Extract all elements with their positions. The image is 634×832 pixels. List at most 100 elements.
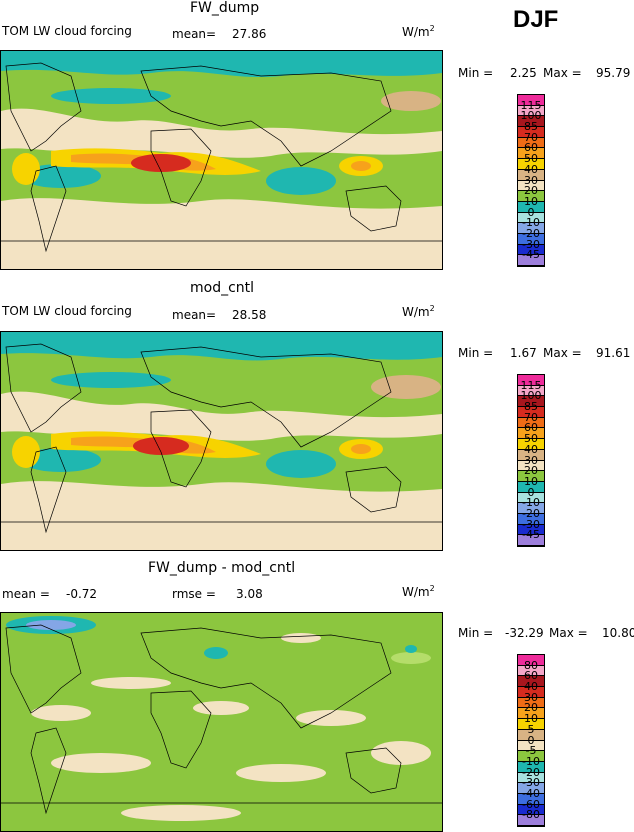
colorbar-swatch [518, 524, 544, 536]
tan-patch [371, 741, 431, 765]
colorbar-tick-label: 115 [520, 98, 542, 112]
panel-3-rmse-value: 3.08 [236, 587, 263, 601]
colorbar-swatch [518, 105, 544, 117]
colorbar-swatch [518, 385, 544, 397]
red-peak [131, 154, 191, 172]
panel-3-max-value: 10.80 [602, 626, 634, 640]
colorbar-tick-label: 60 [524, 421, 538, 435]
panel-1-min-value: 2.25 [510, 66, 537, 80]
colorbar-swatch [518, 492, 544, 504]
colorbar-tick-label: 20 [524, 464, 538, 478]
colorbar-tick-label: 30 [524, 690, 538, 704]
colorbar-tick-label: 80 [524, 658, 538, 672]
colorbar-tick-label: 60 [524, 669, 538, 683]
colorbar-tick-label: 20 [524, 184, 538, 198]
colorbar-tick-label: -45 [522, 248, 540, 262]
colorbar-swatch [518, 503, 544, 514]
colorbar-tick-label: 50 [524, 432, 538, 446]
colorbar-tick-label: 5 [527, 722, 535, 736]
light-green-patch [391, 652, 431, 664]
tan-band-south [1, 481, 442, 550]
colorbar-tick-label: 20 [524, 701, 538, 715]
colorbar-swatch [518, 460, 544, 472]
colorbar-swatch [518, 255, 544, 266]
colorbar-swatch [518, 439, 544, 450]
tan-patch [281, 633, 321, 643]
colorbar-swatch [518, 687, 544, 698]
colorbar-tick-label: 60 [524, 141, 538, 155]
panel-1-mean-value: 27.86 [232, 27, 267, 41]
panel-1-units: W/m2 [402, 24, 435, 39]
teal-patch [266, 450, 336, 478]
teal-patch [51, 372, 171, 388]
colorbar-tick-label: 40 [524, 680, 538, 694]
colorbar-tick-label: 0 [527, 485, 535, 499]
panel-3-title: FW_dump - mod_cntl [148, 560, 296, 576]
colorbar-swatch [518, 201, 544, 213]
colorbar-swatch [518, 772, 544, 784]
colorbar-tick-label: -60 [522, 797, 540, 811]
colorbar-swatch [518, 513, 544, 525]
colorbar-tick-label: 85 [524, 400, 538, 414]
panel-1-max-value: 95.79 [596, 66, 631, 80]
panel-1-mean-label: mean= [172, 27, 217, 41]
panel-1-map-svg [1, 51, 442, 269]
tan-patch [91, 677, 171, 689]
colorbar-tick-label: -40 [522, 786, 540, 800]
panel-2-mean-value: 28.58 [232, 308, 267, 322]
negative-patch [26, 620, 76, 630]
colorbar-tick-label: -10 [522, 496, 540, 510]
colorbar-tick-label: 10 [524, 712, 538, 726]
colorbar-tick-label: 0 [527, 205, 535, 219]
colorbar-tick-label: 70 [524, 410, 538, 424]
orange-patch [351, 444, 371, 454]
panel-3-colorbar: 80 60 40 30 20 10 5 0 -5 -10 -20 -30 -40 -60 -80 [517, 654, 545, 827]
colorbar-tick-label: 70 [524, 130, 538, 144]
colorbar-tick-label: -30 [522, 517, 540, 531]
colorbar-swatch [518, 740, 544, 752]
colorbar-swatch [518, 428, 544, 440]
tan-patch [193, 701, 249, 715]
panel-3-rmse-label: rmse = [172, 587, 216, 601]
panel-1-title: FW_dump [190, 0, 260, 16]
tan-patch [121, 805, 241, 821]
colorbar-swatch [518, 449, 544, 461]
tan-patch [371, 375, 441, 399]
colorbar-tick-label: 100 [520, 109, 542, 123]
colorbar-tick-label: 85 [524, 120, 538, 134]
panel-3-mean-label: mean = [2, 587, 50, 601]
colorbar-swatch [518, 148, 544, 160]
panel-3-mean-value: -0.72 [66, 587, 98, 601]
colorbar-swatch [518, 697, 544, 709]
tan-patch [381, 91, 441, 111]
colorbar-tick-label: -80 [522, 808, 540, 822]
panel-3-max-label: Max = [549, 626, 588, 640]
colorbar-tick-label: -5 [525, 744, 537, 758]
colorbar-tick-label: 0 [527, 733, 535, 747]
colorbar-tick-label: 100 [520, 389, 542, 403]
colorbar-tick-label: 30 [524, 453, 538, 467]
map-background [1, 613, 442, 831]
panel-2-field-label: TOM LW cloud forcing [2, 304, 132, 318]
colorbar-swatch [518, 793, 544, 805]
colorbar-tick-label: -45 [522, 528, 540, 542]
teal-patch [204, 647, 228, 659]
panel-2-title: mod_cntl [190, 280, 255, 296]
teal-patch [266, 167, 336, 195]
panel-2-units: W/m2 [402, 304, 435, 319]
colorbar-swatch [518, 729, 544, 741]
colorbar-swatch [518, 783, 544, 794]
colorbar-swatch [518, 481, 544, 493]
colorbar-swatch [518, 233, 544, 245]
colorbar-swatch [518, 676, 544, 688]
colorbar-swatch [518, 761, 544, 773]
colorbar-swatch [518, 407, 544, 418]
tan-band [1, 391, 442, 441]
colorbar-tick-label: -10 [522, 216, 540, 230]
panel-1-max-label: Max = [543, 66, 582, 80]
yellow-patch [12, 436, 40, 468]
colorbar-swatch [518, 244, 544, 256]
colorbar-swatch [518, 116, 544, 128]
teal-patch [405, 645, 417, 653]
colorbar-swatch [518, 223, 544, 234]
